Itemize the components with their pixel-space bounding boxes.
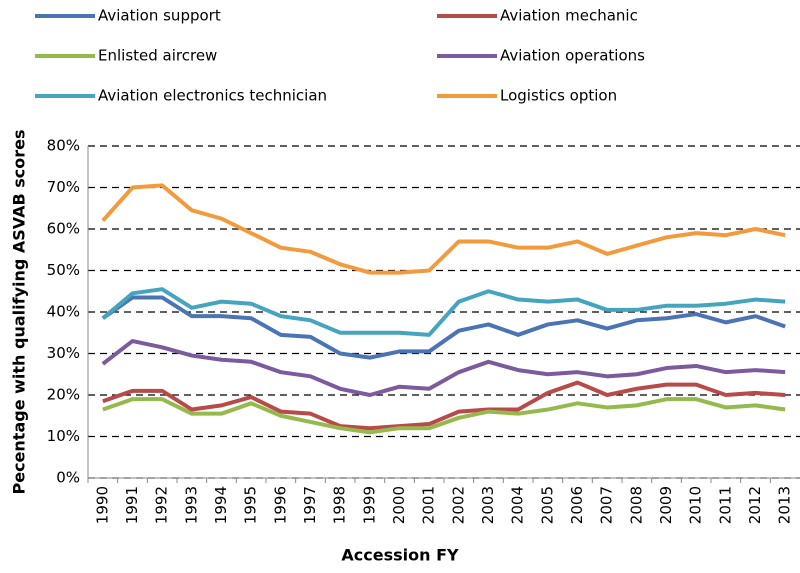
x-tick-label: 2000 xyxy=(390,486,408,524)
x-tick-label: 1996 xyxy=(271,486,289,524)
x-tick-label: 2011 xyxy=(716,486,734,524)
x-tick-label: 1997 xyxy=(301,486,319,524)
legend-label: Logistics option xyxy=(500,87,617,105)
legend-label: Aviation mechanic xyxy=(500,7,638,25)
x-tick-label: 2005 xyxy=(538,486,556,524)
legend-label: Aviation operations xyxy=(500,47,645,65)
x-tick-label: 2006 xyxy=(568,486,586,524)
x-tick-label: 1992 xyxy=(153,486,171,524)
x-tick-label: 2012 xyxy=(746,486,764,524)
y-tick-label: 30% xyxy=(47,344,80,362)
y-tick-label: 50% xyxy=(47,261,80,279)
x-tick-label: 1995 xyxy=(242,486,260,524)
series-line xyxy=(101,339,786,397)
x-tick-label: 1999 xyxy=(360,486,378,524)
x-tick-label: 1990 xyxy=(93,486,111,524)
x-tick-label: 1994 xyxy=(212,486,230,524)
series-line xyxy=(101,287,786,337)
x-tick-label: 2004 xyxy=(509,486,527,524)
y-tick-label: 0% xyxy=(56,469,80,487)
legend-label: Aviation support xyxy=(98,7,221,25)
series-line xyxy=(101,183,786,275)
x-tick-label: 1998 xyxy=(331,486,349,524)
x-tick-label: 1993 xyxy=(182,486,200,524)
y-tick-label: 40% xyxy=(47,303,80,321)
x-tick-label: 2007 xyxy=(598,486,616,524)
y-tick-label: 80% xyxy=(47,137,80,155)
x-axis-title: Accession FY xyxy=(341,546,459,565)
x-tick-label: 2002 xyxy=(449,486,467,524)
x-tick-label: 2001 xyxy=(420,486,438,524)
x-tick-label: 2009 xyxy=(657,486,675,524)
legend-label: Enlisted aircrew xyxy=(98,47,217,65)
legend-label: Aviation electronics technician xyxy=(98,87,327,105)
x-tick-label: 2013 xyxy=(776,486,794,524)
x-tick-label: 2003 xyxy=(479,486,497,524)
y-tick-label: 60% xyxy=(47,220,80,238)
y-axis-title: Pecentage with qualifying ASVAB scores xyxy=(10,129,29,494)
series-line xyxy=(102,397,786,435)
series-line xyxy=(102,380,786,431)
series-line xyxy=(101,295,786,360)
y-tick-label: 70% xyxy=(47,178,80,196)
x-tick-label: 1991 xyxy=(123,486,141,524)
x-tick-label: 2008 xyxy=(627,486,645,524)
y-tick-label: 20% xyxy=(47,386,80,404)
x-tick-label: 2010 xyxy=(687,486,705,524)
y-tick-label: 10% xyxy=(47,427,80,445)
